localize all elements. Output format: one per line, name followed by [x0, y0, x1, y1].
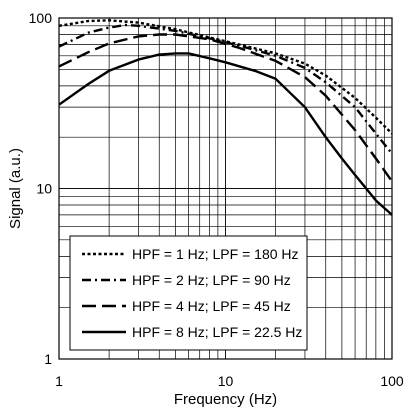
series-line-3: [58, 33, 393, 183]
x-tick-label: 10: [218, 373, 234, 389]
series-line-4: [58, 52, 393, 216]
y-tick-label: 1: [44, 351, 52, 367]
legend-label-1: HPF = 1 Hz; LPF = 180 Hz: [132, 246, 299, 262]
series-lines: [58, 19, 393, 216]
tick-labels: 1 10 100 1 10 100: [29, 10, 404, 389]
plot-area-frame: [58, 17, 393, 360]
grid: [59, 18, 392, 359]
legend: HPF = 1 Hz; LPF = 180 Hz HPF = 2 Hz; LPF …: [69, 235, 308, 351]
y-tick-label: 10: [36, 181, 52, 197]
legend-label-4: HPF = 8 Hz; LPF = 22.5 Hz: [132, 324, 302, 340]
y-axis-title: Signal (a.u.): [7, 148, 24, 229]
x-tick-label: 1: [55, 373, 63, 389]
y-tick-label: 100: [29, 10, 53, 26]
x-tick-label: 100: [380, 373, 404, 389]
x-axis-title: Frequency (Hz): [174, 391, 277, 408]
legend-label-3: HPF = 4 Hz; LPF = 45 Hz: [132, 298, 291, 314]
legend-label-2: HPF = 2 Hz; LPF = 90 Hz: [132, 272, 291, 288]
